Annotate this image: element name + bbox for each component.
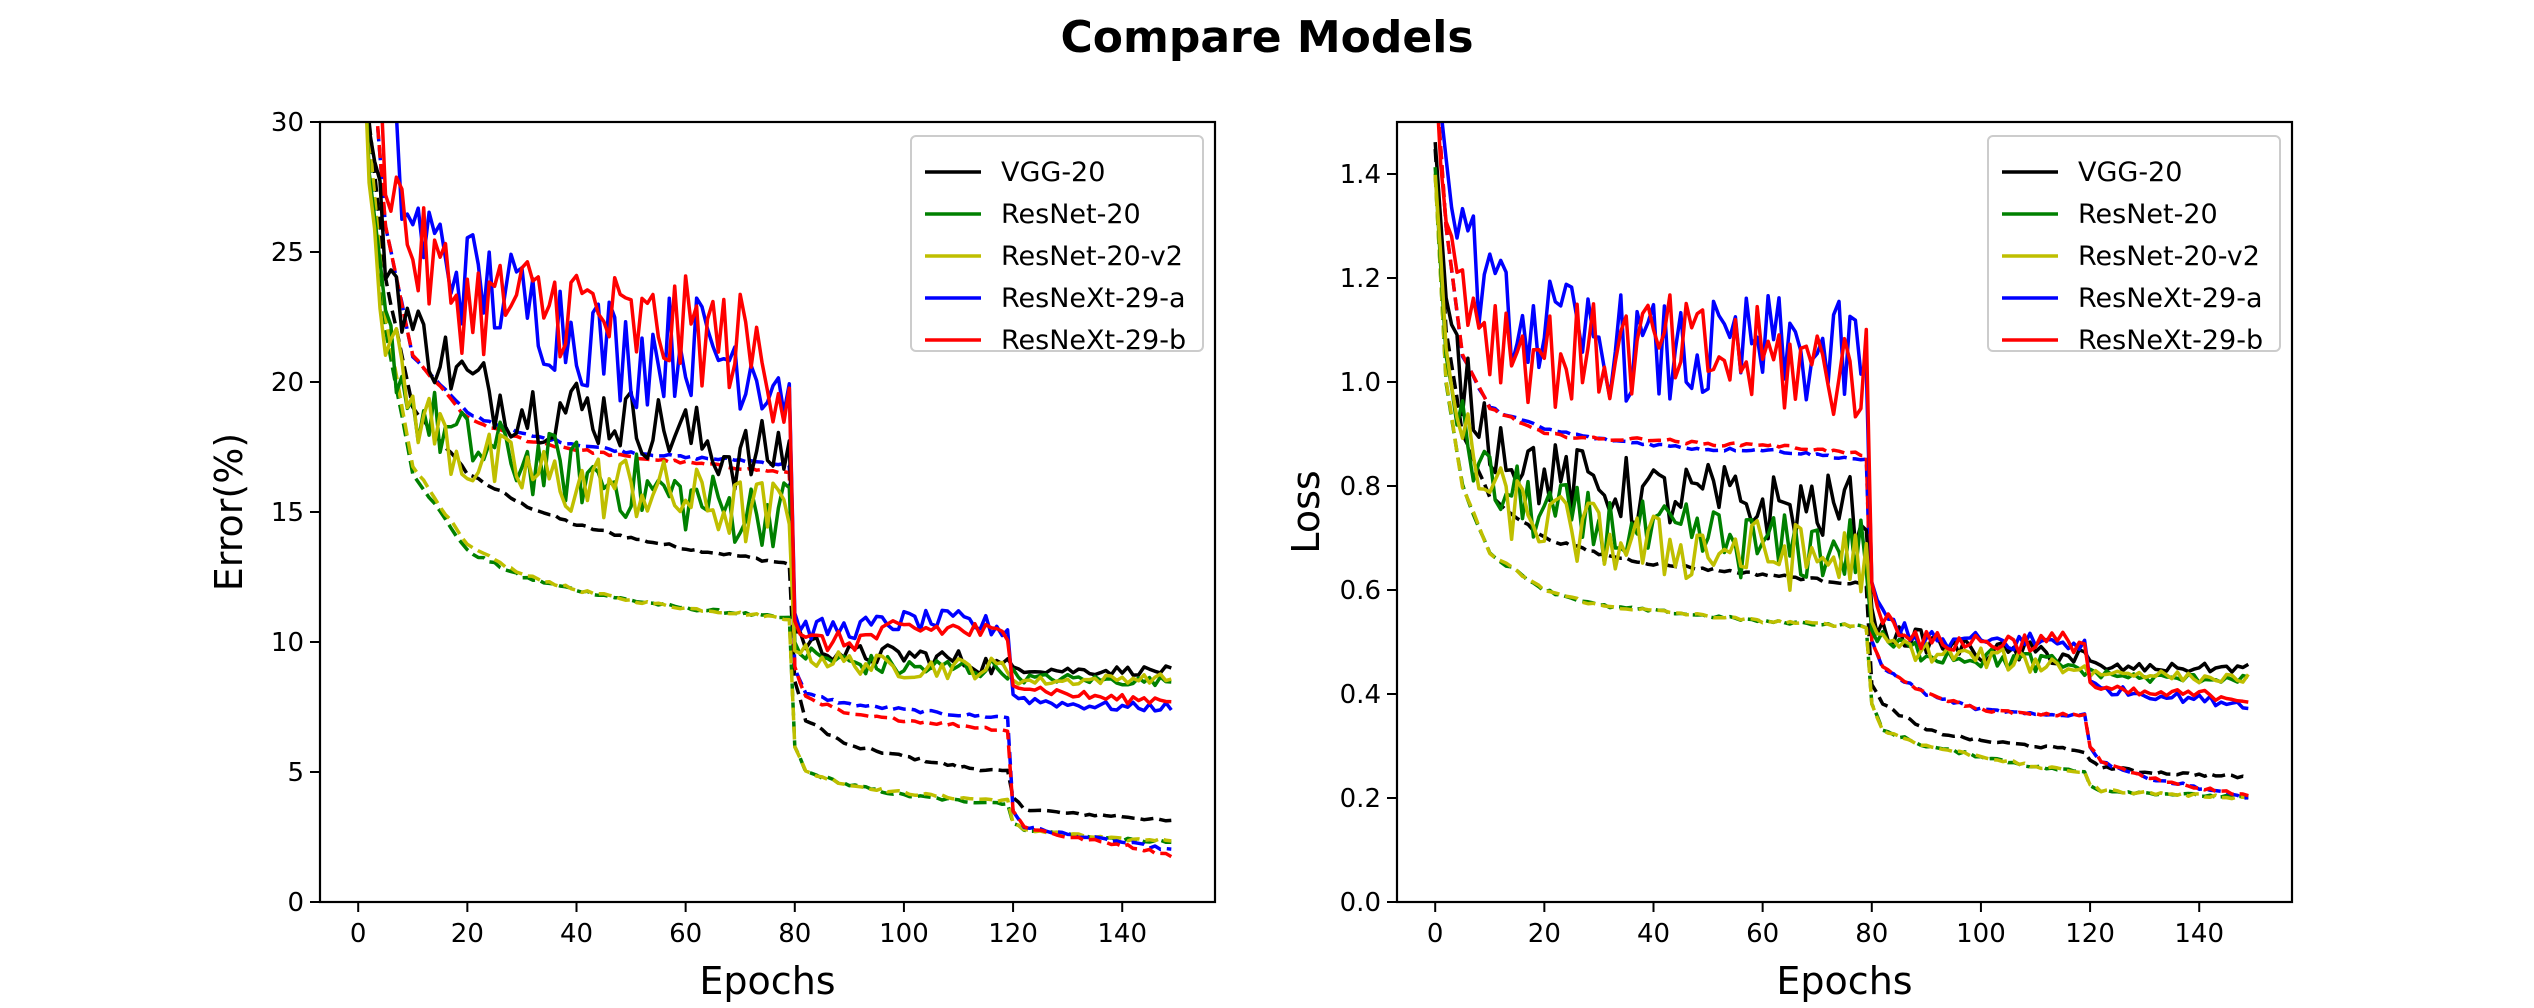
y-tick-label: 0.4	[1340, 680, 1381, 710]
legend-box	[1987, 135, 2281, 352]
y-tick-label: 0.2	[1340, 784, 1381, 814]
series-line-resnext-29-a-training	[1437, 122, 2249, 800]
legend: VGG-20 ResNet-20 ResNet-20-v2 ResNeXt-29-a R…	[1987, 135, 2281, 356]
series-line-resnet-20-training	[366, 122, 1172, 845]
legend-label: ResNeXt-29-b	[1001, 325, 1186, 356]
series-line-resnet-20-v2-validation	[1433, 174, 2250, 685]
x-tick-label: 60	[1746, 919, 1779, 949]
y-tick-label: 30	[271, 108, 304, 138]
y-axis-label: Error(%)	[207, 433, 251, 591]
series-line-resnext-29-a-validation	[395, 122, 1173, 713]
x-tick-label: 120	[988, 919, 1038, 949]
series-line-vgg-20-training	[1433, 148, 2249, 780]
plot-frame	[1395, 120, 2294, 904]
x-axis-label: Epochs	[699, 959, 835, 1003]
x-tick-label: 80	[1855, 919, 1888, 949]
x-tick-label: 80	[778, 919, 811, 949]
y-tick-label: 20	[271, 368, 304, 398]
legend-box	[910, 135, 1204, 352]
x-tick-label: 60	[669, 919, 702, 949]
x-tick-label: 140	[2174, 919, 2224, 949]
x-tick-label: 140	[1097, 919, 1147, 949]
chart-1: 0 20 40 60 80 100 120 140 0 5 10 15 20 25 30 Epochs Erro…	[207, 108, 1217, 1003]
series-line-vgg-20-training	[367, 122, 1172, 823]
y-tick-label: 0.0	[1340, 888, 1381, 918]
x-tick-label: 0	[350, 919, 367, 949]
x-tick-label: 120	[2065, 919, 2115, 949]
legend-label: ResNeXt-29-b	[2078, 325, 2263, 356]
y-tick-label: 10	[271, 628, 304, 658]
series-line-resnet-20-validation	[365, 122, 1172, 688]
legend-label: ResNet-20-v2	[2078, 241, 2260, 272]
y-tick-label: 15	[271, 498, 304, 528]
legend-label: ResNeXt-29-a	[2078, 283, 2263, 314]
series-line-resnet-20-v2-training	[366, 122, 1172, 843]
legend-label: VGG-20	[1001, 157, 1105, 188]
series-line-vgg-20-validation	[367, 122, 1172, 677]
y-tick-label: 1.0	[1340, 368, 1381, 398]
y-tick-label: 1.4	[1340, 160, 1381, 190]
legend-label: VGG-20	[2078, 157, 2182, 188]
x-tick-label: 0	[1427, 919, 1444, 949]
x-tick-label: 100	[879, 919, 929, 949]
legend: VGG-20 ResNet-20 ResNet-20-v2 ResNeXt-29-a R…	[910, 135, 1204, 356]
x-tick-label: 100	[1956, 919, 2006, 949]
figure-title: Compare Models	[1060, 12, 1473, 63]
x-tick-label: 40	[560, 919, 593, 949]
chart-2: 0 20 40 60 80 100 120 140 0.0 0.2 0.4 0.6 0.8 1.0 1.2 1…	[1284, 120, 2294, 1003]
series-line-resnext-29-b-training	[1437, 122, 2249, 798]
series-group	[364, 122, 1173, 859]
x-axis-label: Epochs	[1776, 959, 1912, 1003]
y-tick-label: 0.6	[1340, 576, 1381, 606]
legend-label: ResNet-20	[2078, 199, 2218, 230]
legend-label: ResNet-20-v2	[1001, 241, 1183, 272]
x-tick-label: 20	[1528, 919, 1561, 949]
series-line-resnext-29-b-validation	[1436, 122, 2249, 704]
series-line-resnet-20-v2-training	[1433, 173, 2249, 801]
series-line-vgg-20-validation	[1433, 141, 2250, 674]
x-tick-label: 20	[451, 919, 484, 949]
series-group	[1433, 122, 2250, 801]
y-axis-label: Loss	[1284, 470, 1328, 553]
legend-label: ResNeXt-29-a	[1001, 283, 1186, 314]
series-line-resnet-20-v2-validation	[364, 122, 1172, 687]
y-tick-label: 25	[271, 238, 304, 268]
y-tick-label: 0.8	[1340, 472, 1381, 502]
y-tick-label: 5	[287, 758, 304, 788]
y-tick-label: 0	[287, 888, 304, 918]
y-tick-label: 1.2	[1340, 264, 1381, 294]
series-line-resnext-29-b-validation	[380, 122, 1172, 706]
chart-panels: 0 20 40 60 80 100 120 140 0 5 10 15 20 25 30 Epochs Erro…	[207, 108, 2294, 1003]
x-tick-label: 40	[1637, 919, 1670, 949]
legend-label: ResNet-20	[1001, 199, 1141, 230]
